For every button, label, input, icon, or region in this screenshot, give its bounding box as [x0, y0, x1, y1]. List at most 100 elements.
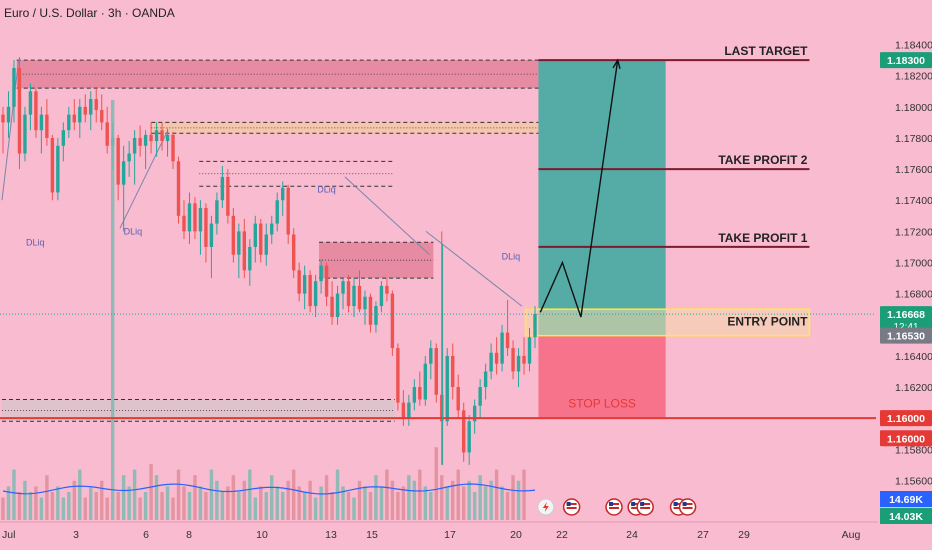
volume-bar — [171, 497, 175, 520]
volume-bar — [105, 497, 109, 520]
candle-body — [165, 134, 170, 142]
position-layer — [524, 60, 811, 419]
flag-canton — [682, 502, 687, 506]
volume-bar — [467, 480, 471, 520]
candle-body — [176, 161, 181, 216]
volume-bar — [390, 480, 395, 520]
time-tick-label: 13 — [325, 529, 337, 541]
candle-body — [390, 293, 395, 349]
candle-body — [143, 134, 148, 146]
candle-body — [357, 285, 362, 310]
volume-bar — [231, 475, 236, 520]
projection-path — [539, 60, 619, 318]
dliq-label: DLiq — [124, 226, 143, 236]
flag-stripe — [609, 507, 620, 509]
volume-bar — [215, 480, 219, 520]
candle-body — [286, 187, 290, 235]
candle-body — [522, 355, 526, 364]
price-tick-label: 1.18400 — [895, 40, 932, 52]
zone-demand — [151, 122, 539, 134]
volume-badge-label: 14.69K — [889, 494, 923, 506]
candle-body — [281, 187, 285, 201]
price-badge-label: 1.18300 — [887, 55, 925, 67]
flag-canton — [609, 502, 614, 506]
time-tick-label: 3 — [73, 529, 79, 541]
price-tick-label: 1.16800 — [895, 289, 932, 301]
price-badge — [880, 306, 932, 335]
price-tick-label: 1.16400 — [895, 351, 932, 363]
price-tick-label: 1.18000 — [895, 102, 932, 114]
events-layer[interactable] — [537, 498, 697, 516]
candle-body — [456, 387, 460, 411]
candle-body — [171, 134, 175, 162]
candle-body — [451, 355, 455, 388]
time-tick-label: 10 — [256, 529, 268, 541]
candle-body — [226, 176, 230, 216]
flag-stripe — [682, 507, 693, 509]
volume-bar — [149, 464, 153, 520]
volume-bar — [302, 492, 307, 520]
volume-bar — [445, 486, 449, 520]
candle-body — [253, 223, 257, 247]
candle-body — [220, 176, 225, 201]
entry-box — [524, 308, 811, 337]
volume-bar — [182, 486, 186, 520]
candle-body — [72, 114, 76, 123]
volume-bar — [143, 492, 148, 520]
annotations-layer: DLiq DLiq DLiq DLiq — [26, 184, 520, 261]
flag-stripe — [640, 507, 651, 509]
liquidity-line — [119, 129, 169, 229]
candle-body — [89, 99, 93, 115]
candle-body — [94, 99, 98, 110]
volume-bar — [259, 486, 263, 520]
volume-bar — [291, 469, 296, 520]
volume-badge — [880, 491, 932, 507]
level-label: TAKE PROFIT 2 — [718, 153, 807, 167]
price-badge — [880, 430, 932, 447]
price-badge-label: 1.16668 — [887, 309, 925, 321]
volume-bar — [253, 497, 257, 520]
price-tick-label: 1.17400 — [895, 195, 932, 207]
candle-body — [264, 234, 268, 255]
volume-bar — [110, 100, 115, 520]
volume-bar — [297, 486, 301, 520]
candle-body — [242, 231, 247, 271]
liquidity-line — [344, 176, 431, 256]
volume-bar — [516, 480, 521, 520]
price-tick-label: 1.17600 — [895, 164, 932, 176]
candle-body — [67, 114, 71, 131]
volume-bar — [12, 469, 16, 520]
price-axis[interactable]: 1.18400 1.18200 1.18000 1.17800 1.17600 1.174… — [878, 0, 932, 550]
price-tick-label: 1.18200 — [895, 71, 932, 83]
volume-bar — [352, 497, 356, 520]
volume-bar — [412, 480, 417, 520]
volume-layer — [1, 100, 536, 520]
candle-body — [533, 313, 537, 338]
price-tick-label: 1.16200 — [895, 382, 932, 394]
candle-body — [198, 208, 203, 232]
flag-canton — [566, 502, 571, 506]
time-axis[interactable]: Jul 3 6 8 10 13 15 17 20 22 24 27 29 Aug — [0, 521, 878, 550]
volume-bar — [418, 469, 422, 520]
volume-bar — [275, 486, 279, 520]
time-axis-bg — [0, 522, 878, 550]
candle-body — [6, 106, 11, 123]
candle-body — [187, 203, 192, 232]
volume-bar — [248, 469, 252, 520]
volume-bar — [237, 492, 241, 520]
volume-bar — [154, 475, 159, 520]
volume-bar — [396, 492, 400, 520]
volume-bar — [368, 492, 373, 520]
volume-bar — [483, 486, 488, 520]
zone-neutral — [2, 399, 395, 422]
flag-stripe — [673, 507, 684, 509]
volume-bar — [379, 486, 384, 520]
stop-loss-label: STOP LOSS — [568, 397, 636, 411]
candle-body — [352, 285, 356, 307]
candle-body — [516, 355, 521, 372]
zone-supply — [16, 60, 539, 89]
candle-body — [374, 306, 378, 325]
volume-bar — [434, 447, 438, 520]
candle-body — [215, 200, 219, 224]
